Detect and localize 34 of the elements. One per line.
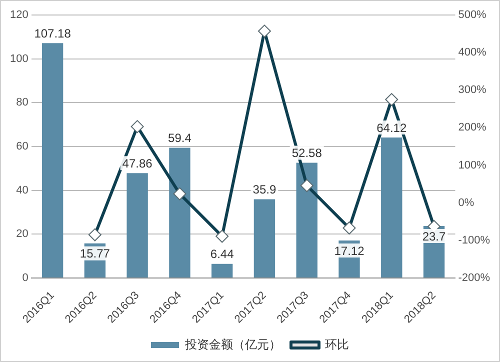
bar bbox=[211, 264, 233, 278]
bar bbox=[296, 162, 318, 278]
data-label: 17.12 bbox=[334, 244, 365, 258]
data-label: 59.4 bbox=[168, 131, 192, 146]
y2-tick-label: 100% bbox=[458, 159, 487, 172]
data-label: 35.9 bbox=[252, 182, 276, 197]
data-label: 15.77 bbox=[80, 246, 110, 261]
y-tick-label: 40 bbox=[16, 184, 28, 196]
y2-tick-label: 400% bbox=[458, 46, 487, 59]
data-label: 64.12 bbox=[376, 120, 407, 135]
y-tick-label: 100 bbox=[10, 52, 28, 65]
bar bbox=[42, 43, 64, 278]
bar bbox=[169, 148, 190, 278]
y2-tick-label: 0% bbox=[458, 196, 474, 209]
y-tick-label: 60 bbox=[16, 140, 28, 153]
y2-tick-label: 200% bbox=[458, 122, 487, 134]
y2-tick-label: -100% bbox=[458, 234, 490, 246]
bar bbox=[381, 137, 402, 278]
y2-tick-label: 500% bbox=[458, 9, 487, 22]
data-label: 47.86 bbox=[122, 156, 153, 170]
data-label: 107.18 bbox=[34, 26, 72, 40]
y-tick-label: 0 bbox=[22, 272, 28, 284]
bar bbox=[254, 199, 276, 278]
legend-label: 投资金额（亿元） bbox=[184, 337, 281, 352]
y2-tick-label: -200% bbox=[458, 272, 490, 284]
y-tick-label: 80 bbox=[16, 96, 28, 109]
bar bbox=[126, 173, 148, 278]
data-label: 6.44 bbox=[210, 247, 234, 262]
y-tick-label: 120 bbox=[10, 9, 28, 22]
legend-label: 环比 bbox=[325, 337, 349, 352]
data-label: 23.7 bbox=[422, 229, 446, 244]
y2-tick-label: 300% bbox=[458, 84, 487, 96]
data-label: 52.58 bbox=[292, 146, 322, 160]
y-tick-label: 20 bbox=[16, 228, 28, 240]
